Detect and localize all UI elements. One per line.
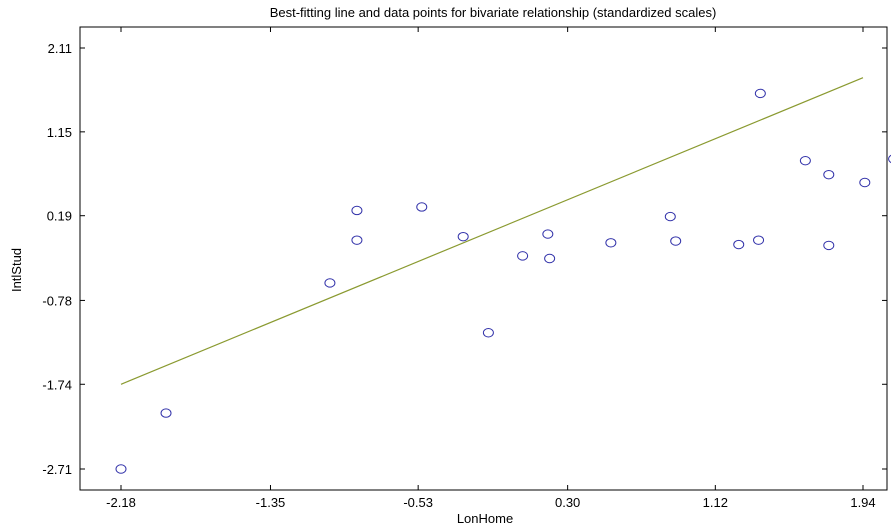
x-tick-label: 0.30 <box>555 495 580 510</box>
data-point <box>542 229 554 239</box>
x-tick-label: -2.18 <box>106 495 136 510</box>
chart-title: Best-fitting line and data points for bi… <box>270 5 717 20</box>
x-axis-label: LonHome <box>457 511 513 526</box>
data-point <box>115 464 127 474</box>
data-point <box>733 239 745 250</box>
y-tick-label: 0.19 <box>47 209 72 224</box>
data-points <box>115 88 891 474</box>
x-tick-label: 1.12 <box>703 495 728 510</box>
data-point <box>605 238 617 248</box>
y-tick-label: 1.15 <box>47 125 72 140</box>
data-point <box>754 88 766 99</box>
data-point <box>517 251 529 261</box>
data-point <box>160 408 172 418</box>
x-tick-label: 1.94 <box>850 495 875 510</box>
fit-line-group <box>120 77 864 385</box>
axis-ticks: -2.18 -1.35 -0.53 0.30 1.12 1.94 2.11 1.15 0.19 -… <box>42 27 887 510</box>
fit-line <box>120 77 864 385</box>
x-tick-label: -1.35 <box>256 495 286 510</box>
data-point <box>416 202 428 212</box>
y-tick-label: 2.11 <box>48 41 72 56</box>
data-point <box>823 169 835 180</box>
data-point <box>859 177 871 188</box>
data-point <box>482 328 494 338</box>
plot-border <box>79 26 888 491</box>
plot-frame <box>79 26 888 491</box>
x-tick-label: -0.53 <box>403 495 433 510</box>
data-point <box>351 235 363 245</box>
data-point <box>664 211 676 222</box>
y-tick-label: -2.71 <box>42 462 72 477</box>
data-point <box>544 253 556 264</box>
y-tick-label: -0.78 <box>42 293 72 308</box>
data-point <box>351 205 363 216</box>
y-tick-label: -1.74 <box>42 377 72 392</box>
data-point <box>670 236 682 246</box>
y-axis-label: IntlStud <box>9 248 24 292</box>
data-point <box>888 154 891 164</box>
data-point <box>799 155 811 166</box>
data-point <box>823 240 835 251</box>
data-point <box>753 235 765 245</box>
data-point <box>457 231 469 242</box>
data-point <box>324 278 336 288</box>
